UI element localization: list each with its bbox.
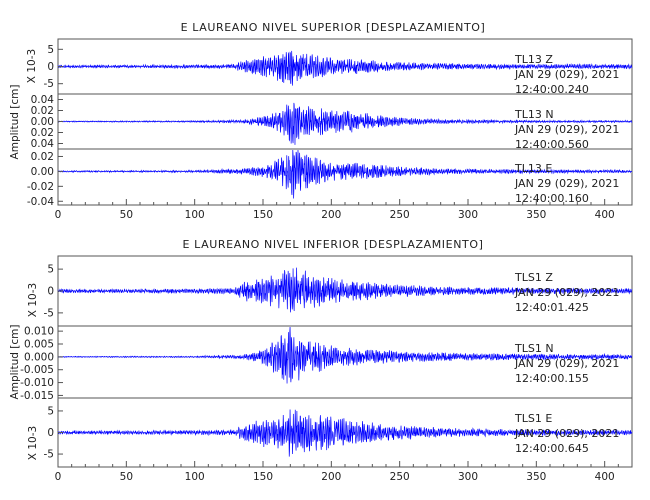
x-tick-label: 350 (526, 471, 546, 483)
y-tick-label: 5 (47, 264, 54, 276)
y-tick-label: -5 (44, 78, 54, 90)
waveform-trace (57, 149, 633, 199)
y-tick-label: 0.005 (24, 339, 54, 351)
x-tick-label: 200 (321, 209, 341, 221)
y-tick-label: 0.04 (31, 94, 55, 106)
date-label: JAN 29 (029), 2021 (514, 123, 619, 136)
chart-superior: E LAUREANO NIVEL SUPERIOR [DESPLAZAMIENT… (9, 21, 633, 221)
y-tick-label: 0 (47, 427, 54, 439)
y-scale-label: X 10-3 (26, 49, 38, 83)
y-tick-label: -5 (44, 307, 54, 319)
y-tick-label: 0.02 (31, 151, 54, 163)
x-tick-label: 50 (120, 471, 133, 483)
x-tick-label: 400 (595, 209, 615, 221)
station-label: TLS1 E (514, 412, 552, 425)
y-scale-label: X 10-3 (27, 283, 39, 317)
x-tick-label: 350 (526, 209, 546, 221)
y-tick-label: 0.00 (31, 166, 54, 178)
x-axis: 0 50 100 150 200 250 300 350 400 (55, 199, 619, 221)
time-label: 12:40:00.560 (515, 138, 589, 151)
chart-title: E LAUREANO NIVEL INFERIOR [DESPLAZAMIENT… (183, 238, 484, 251)
y-tick-label: 5 (47, 405, 54, 417)
time-label: 12:40:00.160 (515, 192, 589, 205)
waveform-trace (57, 409, 633, 457)
y-tick-label: -0.04 (27, 196, 54, 208)
waveform-trace (57, 267, 633, 313)
time-label: 12:40:00.645 (515, 442, 589, 455)
trace-panel-e: TL13 E JAN 29 (029), 2021 12:40:00.160 0… (27, 149, 633, 208)
x-tick-label: 300 (458, 209, 478, 221)
x-tick-label: 300 (458, 471, 478, 483)
y-scale-label: X 10-3 (27, 426, 39, 460)
waveform-trace (57, 326, 633, 384)
trace-panel-n: TLS1 N JAN 29 (029), 2021 12:40:00.155 0… (20, 326, 633, 402)
chart-title: E LAUREANO NIVEL SUPERIOR [DESPLAZAMIENT… (181, 21, 486, 34)
trace-panel-n: TL13 N JAN 29 (029), 2021 12:40:00.560 0… (31, 94, 633, 151)
y-tick-label: 0.04 (31, 138, 55, 150)
chart-inferior: E LAUREANO NIVEL INFERIOR [DESPLAZAMIENT… (9, 238, 633, 483)
y-tick-label: 5 (47, 44, 54, 56)
date-label: JAN 29 (029), 2021 (514, 286, 619, 299)
x-tick-label: 150 (253, 471, 273, 483)
y-tick-label: 0.00 (31, 116, 54, 128)
station-label: TLS1 Z (514, 271, 553, 284)
y-tick-label: 0.02 (31, 127, 54, 139)
y-tick-label: -0.02 (27, 181, 54, 193)
station-label: TL13 N (514, 108, 554, 121)
trace-panel-z: TL13 Z JAN 29 (029), 2021 12:40:00.240 5… (44, 44, 633, 96)
time-label: 12:40:00.155 (515, 372, 589, 385)
x-tick-label: 50 (120, 209, 133, 221)
y-axis-label: Amplitud [cm] (9, 85, 21, 160)
x-tick-label: 400 (595, 471, 615, 483)
x-tick-label: 100 (185, 471, 205, 483)
y-tick-label: 0.010 (24, 326, 54, 338)
x-tick-label: 250 (390, 471, 410, 483)
trace-panel-z: TLS1 Z JAN 29 (029), 2021 12:40:01.425 5… (44, 264, 633, 319)
station-label: TLS1 N (514, 342, 554, 355)
x-tick-label: 200 (321, 471, 341, 483)
x-axis: 0 50 100 150 200 250 300 350 400 (55, 461, 619, 483)
y-tick-label: -0.005 (20, 364, 54, 376)
date-label: JAN 29 (029), 2021 (514, 427, 619, 440)
y-tick-label: 0.02 (31, 105, 54, 117)
waveform-trace (57, 50, 633, 86)
date-label: JAN 29 (029), 2021 (514, 68, 619, 81)
y-tick-label: -0.010 (20, 377, 54, 389)
y-tick-label: 0 (47, 286, 54, 298)
y-tick-label: -5 (44, 449, 54, 461)
x-tick-label: 0 (55, 209, 62, 221)
trace-panel-e: TLS1 E JAN 29 (029), 2021 12:40:00.645 5… (44, 405, 633, 461)
y-tick-label: 0 (47, 61, 54, 73)
time-label: 12:40:01.425 (515, 301, 589, 314)
x-tick-label: 150 (253, 209, 273, 221)
x-tick-label: 100 (185, 209, 205, 221)
y-tick-label: 0.000 (24, 351, 54, 363)
x-tick-label: 250 (390, 209, 410, 221)
station-label: TL13 Z (514, 53, 553, 66)
y-tick-label: -0.015 (20, 390, 54, 402)
waveform-trace (57, 102, 633, 145)
date-label: JAN 29 (029), 2021 (514, 357, 619, 370)
date-label: JAN 29 (029), 2021 (514, 177, 619, 190)
time-label: 12:40:00.240 (515, 83, 589, 96)
station-label: TL13 E (514, 162, 552, 175)
x-tick-label: 0 (55, 471, 62, 483)
y-axis-label: Amplitud [cm] (9, 325, 21, 400)
